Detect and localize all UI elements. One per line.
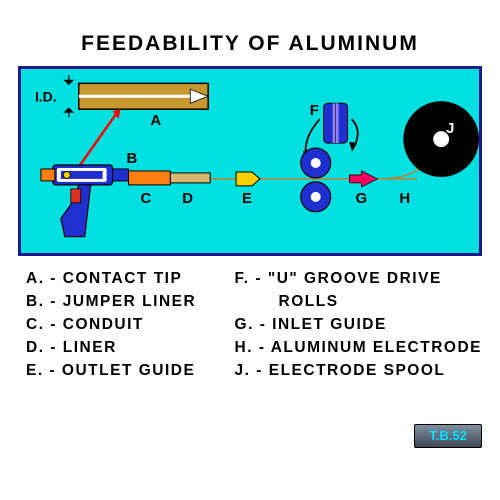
letter-h: H: [399, 190, 410, 207]
mig-gun: [41, 165, 129, 237]
outlet-guide: [236, 172, 260, 186]
legend-row: A. - CONTACT TIP: [26, 270, 215, 288]
letter-c: C: [140, 190, 151, 207]
badge: T.B.52: [414, 424, 482, 448]
drive-rolls: [301, 103, 358, 212]
pointer-arrow: [79, 109, 121, 167]
liner: [170, 173, 210, 183]
contact-tip: [79, 83, 208, 109]
legend: A. - CONTACT TIP B. - JUMPER LINER C. - CO…: [18, 270, 482, 385]
conduit: [129, 171, 171, 185]
inlet-guide: [350, 171, 378, 187]
letter-b: B: [127, 150, 138, 167]
letter-e: E: [242, 190, 252, 207]
legend-row: ROLLS: [235, 293, 482, 311]
legend-row: B. - JUMPER LINER: [26, 293, 215, 311]
letter-f: F: [310, 102, 319, 119]
letter-d: D: [182, 190, 193, 207]
letter-a: A: [150, 112, 161, 129]
legend-row: G. - INLET GUIDE: [235, 316, 482, 334]
id-arrows: [65, 75, 73, 117]
legend-row: D. - LINER: [26, 339, 215, 357]
legend-row: F. - "U" GROOVE DRIVE: [235, 270, 482, 288]
letter-j: J: [446, 120, 454, 137]
diagram-frame: I.D.: [18, 66, 482, 256]
legend-row: E. - OUTLET GUIDE: [26, 362, 215, 380]
diagram-svg: I.D.: [21, 69, 479, 253]
page-title: FEEDABILITY OF ALUMINUM: [18, 32, 482, 56]
id-label: I.D.: [35, 88, 57, 104]
electrode-spool: [403, 101, 479, 177]
legend-row: J. - ELECTRODE SPOOL: [235, 362, 482, 380]
letter-g: G: [356, 190, 368, 207]
legend-col-left: A. - CONTACT TIP B. - JUMPER LINER C. - CO…: [26, 270, 215, 385]
legend-row: C. - CONDUIT: [26, 316, 215, 334]
legend-row: H. - ALUMINUM ELECTRODE: [235, 339, 482, 357]
legend-col-right: F. - "U" GROOVE DRIVE ROLLS G. - INLET GUI…: [235, 270, 482, 385]
